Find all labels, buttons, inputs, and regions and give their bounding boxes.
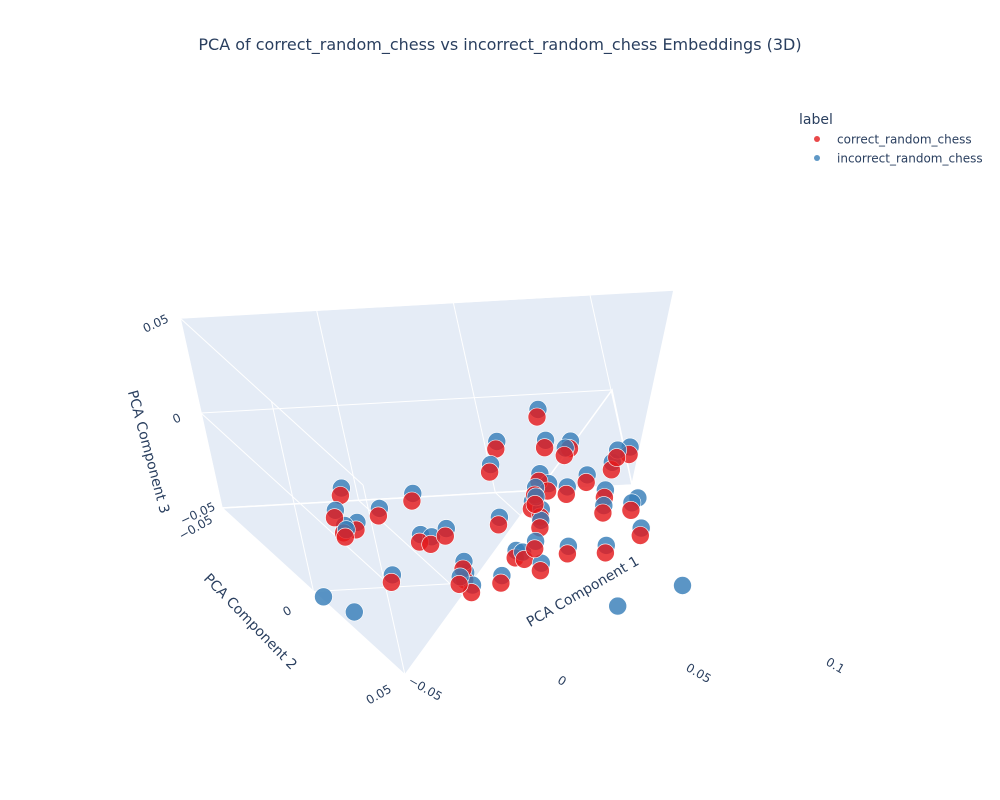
x-tick-label: 0.05 (683, 661, 713, 686)
point-incorrect[interactable] (314, 587, 333, 607)
z-tick-label: 0 (170, 411, 183, 427)
point-correct[interactable] (607, 448, 627, 467)
legend-label-correct: correct_random_chess (837, 133, 972, 147)
gridline-y-floor (404, 651, 816, 676)
point-correct[interactable] (402, 491, 422, 511)
gridline-z-back (200, 389, 612, 414)
point-correct[interactable] (554, 446, 574, 465)
point-correct[interactable] (576, 473, 596, 492)
point-correct[interactable] (527, 407, 547, 427)
point-correct[interactable] (369, 506, 388, 526)
gridline-z-back (179, 294, 591, 319)
point-correct[interactable] (382, 572, 401, 592)
point-correct[interactable] (621, 500, 641, 520)
z-tick-label: 0.05 (141, 312, 171, 336)
point-correct[interactable] (480, 462, 499, 482)
point-correct[interactable] (486, 439, 506, 459)
point-correct[interactable] (325, 508, 344, 528)
point-correct[interactable] (449, 575, 469, 594)
y-tick-label: 0 (280, 603, 294, 619)
point-correct[interactable] (525, 495, 545, 514)
gridline-y-floor (313, 568, 724, 592)
x-tick-label: 0 (555, 673, 569, 689)
point-correct[interactable] (421, 534, 441, 554)
point-incorrect[interactable] (608, 596, 628, 616)
point-correct[interactable] (491, 573, 511, 593)
gridline-z-left (179, 317, 364, 486)
chart-title: PCA of correct_random_chess vs incorrect… (198, 35, 801, 55)
legend-marker-correct (814, 136, 820, 142)
point-correct[interactable] (558, 544, 577, 564)
point-correct[interactable] (531, 561, 550, 581)
y-tick-label: 0.05 (364, 682, 394, 707)
point-correct[interactable] (630, 526, 650, 545)
point-correct[interactable] (593, 503, 613, 523)
point-cloud (314, 400, 692, 622)
point-correct[interactable] (556, 484, 576, 504)
point-correct[interactable] (335, 527, 355, 547)
x-tick-label: 0.1 (823, 655, 847, 677)
legend-label-incorrect: incorrect_random_chess (837, 152, 983, 166)
legend: label correct_random_chess incorrect_ran… (799, 112, 983, 166)
point-incorrect[interactable] (344, 602, 364, 622)
y-axis-title: PCA Component 2 (200, 571, 300, 673)
legend-item-correct[interactable]: correct_random_chess (814, 133, 972, 147)
legend-title: label (799, 112, 833, 128)
legend-marker-incorrect (814, 155, 820, 161)
point-correct[interactable] (525, 539, 545, 559)
point-correct[interactable] (535, 438, 554, 458)
legend-item-incorrect[interactable]: incorrect_random_chess (814, 152, 983, 166)
z-axis-title: PCA Component 3 (124, 389, 172, 516)
gridline-z-left (221, 507, 406, 676)
point-correct[interactable] (435, 526, 455, 546)
point-correct[interactable] (596, 543, 615, 563)
point-incorrect[interactable] (673, 576, 692, 595)
point-correct[interactable] (489, 515, 508, 535)
x-tick-label: −0.05 (406, 673, 445, 704)
gridline-z-left (200, 412, 385, 581)
